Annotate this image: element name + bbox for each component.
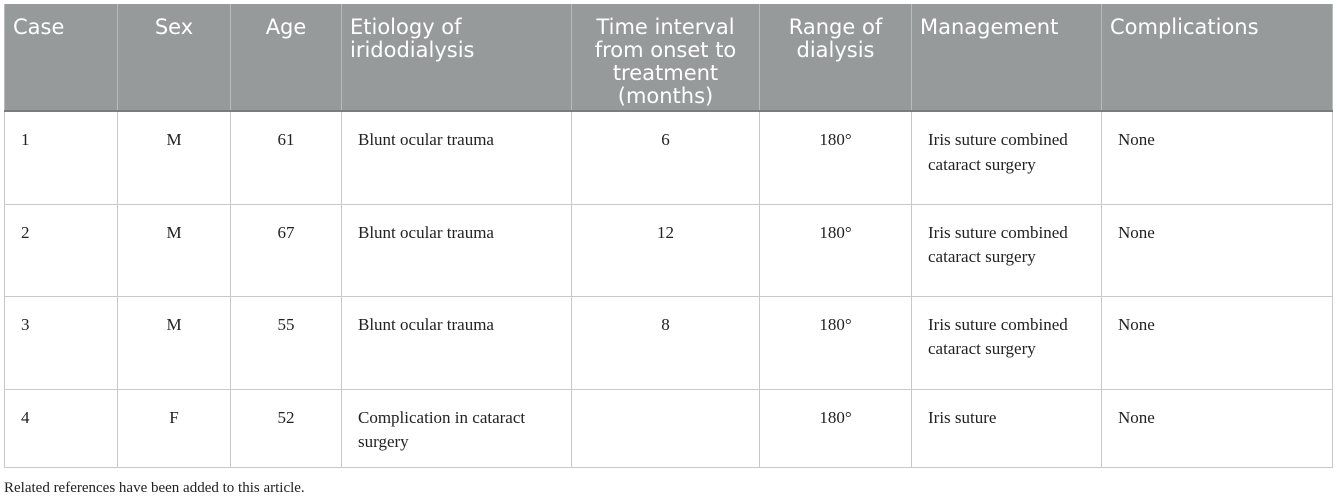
cell-time-interval: 8	[571, 295, 760, 390]
cell-case: 3	[4, 295, 118, 390]
cell-management: Iris suture	[911, 388, 1102, 468]
header-time-interval: Time interval from onset to treatment (m…	[571, 4, 760, 112]
cell-management: Iris suture combined cataract surgery	[911, 203, 1102, 297]
cell-age: 52	[230, 388, 342, 468]
table-row: 3 M 55 Blunt ocular trauma 8 180° Iris s…	[4, 295, 1333, 390]
cell-range-of-dialysis: 180°	[759, 203, 912, 297]
cell-case: 2	[4, 203, 118, 297]
cell-time-interval: 6	[571, 110, 760, 205]
header-sex: Sex	[117, 4, 231, 112]
table-header-row: Case Sex Age Etiology of iridodialysis T…	[4, 4, 1333, 112]
cell-case: 1	[4, 110, 118, 205]
cell-complications: None	[1101, 295, 1333, 390]
cell-time-interval: 12	[571, 203, 760, 297]
cell-sex: M	[117, 110, 231, 205]
cell-range-of-dialysis: 180°	[759, 295, 912, 390]
cell-etiology: Blunt ocular trauma	[341, 295, 572, 390]
table-footnote: Related references have been added to th…	[4, 480, 305, 496]
header-age: Age	[230, 4, 342, 112]
table-row: 1 M 61 Blunt ocular trauma 6 180° Iris s…	[4, 110, 1333, 205]
cell-age: 67	[230, 203, 342, 297]
cell-management: Iris suture combined cataract surgery	[911, 295, 1102, 390]
cell-etiology: Blunt ocular trauma	[341, 203, 572, 297]
case-table: Case Sex Age Etiology of iridodialysis T…	[4, 4, 1333, 468]
cell-sex: M	[117, 203, 231, 297]
cell-complications: None	[1101, 388, 1333, 468]
cell-age: 61	[230, 110, 342, 205]
header-case: Case	[4, 4, 118, 112]
header-management: Management	[911, 4, 1102, 112]
header-etiology: Etiology of iridodialysis	[341, 4, 572, 112]
cell-etiology: Blunt ocular trauma	[341, 110, 572, 205]
cell-case: 4	[4, 388, 118, 468]
case-table-container: Case Sex Age Etiology of iridodialysis T…	[4, 4, 1333, 468]
header-range-of-dialysis: Range of dialysis	[759, 4, 912, 112]
header-complications: Complications	[1101, 4, 1333, 112]
cell-complications: None	[1101, 203, 1333, 297]
table-row: 2 M 67 Blunt ocular trauma 12 180° Iris …	[4, 203, 1333, 297]
cell-range-of-dialysis: 180°	[759, 388, 912, 468]
cell-complications: None	[1101, 110, 1333, 205]
table-row: 4 F 52 Complication in cataract surgery …	[4, 388, 1333, 468]
cell-time-interval	[571, 388, 760, 468]
cell-range-of-dialysis: 180°	[759, 110, 912, 205]
cell-etiology: Complication in cataract surgery	[341, 388, 572, 468]
cell-sex: F	[117, 388, 231, 468]
cell-age: 55	[230, 295, 342, 390]
cell-management: Iris suture combined cataract surgery	[911, 110, 1102, 205]
cell-sex: M	[117, 295, 231, 390]
